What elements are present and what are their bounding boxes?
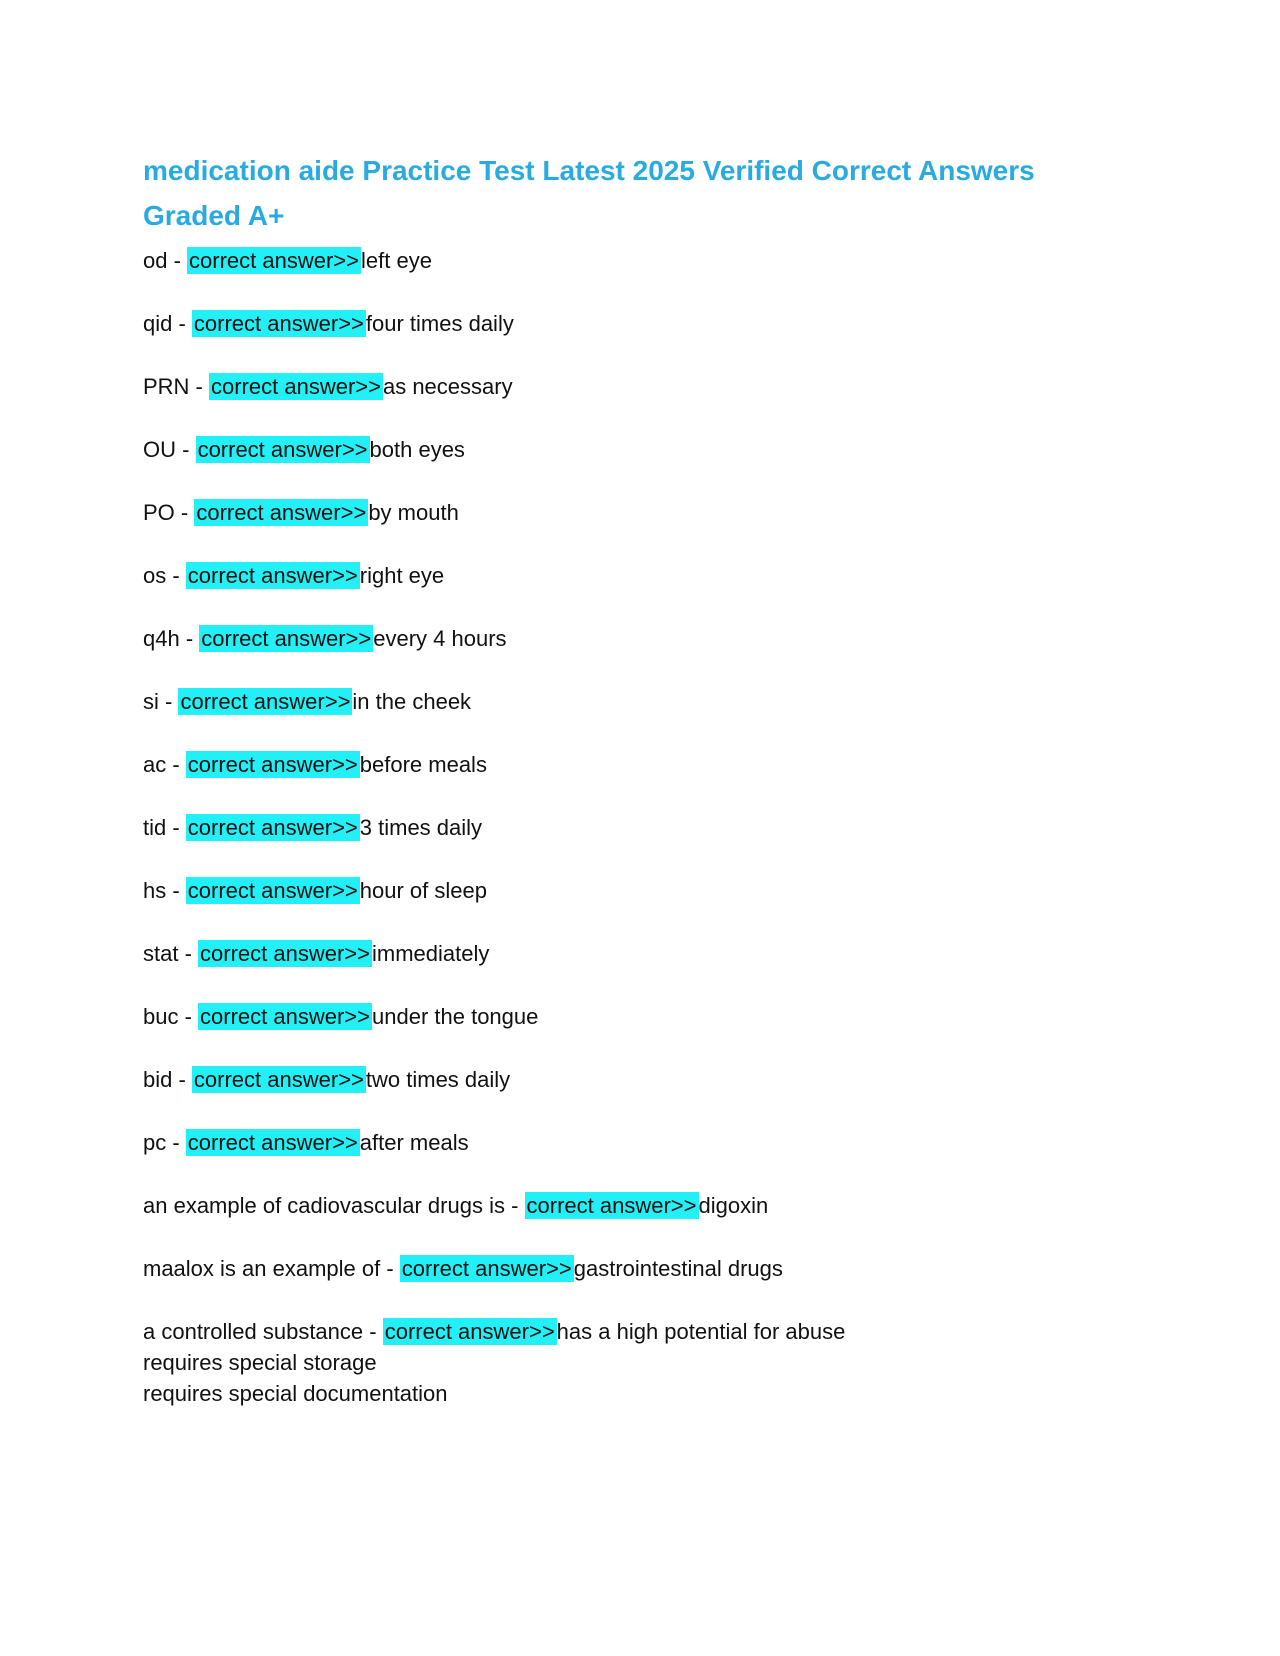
qa-term: maalox is an example of - — [143, 1256, 400, 1281]
qa-term: os - — [143, 563, 186, 588]
qa-term: stat - — [143, 941, 199, 966]
qa-answer: before meals — [359, 752, 487, 777]
correct-answer-highlight: correct answer>> — [199, 625, 374, 652]
qa-term: hs - — [143, 878, 186, 903]
qa-item: ac - correct answer>>before meals — [143, 749, 1133, 780]
page-title: medication aide Practice Test Latest 202… — [143, 155, 1035, 231]
qa-item: a controlled substance - correct answer>… — [143, 1316, 1133, 1409]
correct-answer-highlight: correct answer>> — [209, 373, 383, 400]
qa-term: qid - — [143, 311, 192, 336]
qa-item: maalox is an example of - correct answer… — [143, 1253, 1133, 1284]
correct-answer-highlight: correct answer>> — [195, 436, 370, 463]
correct-answer-highlight: correct answer>> — [191, 1066, 366, 1093]
correct-answer-highlight: correct answer>> — [185, 814, 360, 841]
qa-item: si - correct answer>>in the cheek — [143, 686, 1133, 717]
correct-answer-highlight: correct answer>> — [191, 310, 366, 337]
qa-item: PO - correct answer>>by mouth — [143, 497, 1133, 528]
qa-answer: two times daily — [365, 1067, 511, 1092]
qa-item: OU - correct answer>>both eyes — [143, 434, 1133, 465]
qa-item: bid - correct answer>>two times daily — [143, 1064, 1133, 1095]
qa-item: qid - correct answer>>four times daily — [143, 308, 1133, 339]
qa-term: PRN - — [143, 374, 209, 399]
qa-item: stat - correct answer>>immediately — [143, 938, 1133, 969]
qa-answer: right eye — [359, 563, 445, 588]
correct-answer-highlight: correct answer>> — [194, 499, 369, 526]
qa-answer: both eyes — [369, 437, 465, 462]
qa-item: q4h - correct answer>>every 4 hours — [143, 623, 1133, 654]
qa-term: bid - — [143, 1067, 192, 1092]
qa-answer: immediately — [371, 941, 490, 966]
qa-item: pc - correct answer>>after meals — [143, 1127, 1133, 1158]
qa-answer: has a high potential for abuse — [556, 1319, 846, 1344]
qa-term: od - — [143, 248, 188, 273]
qa-answer: in the cheek — [352, 689, 472, 714]
correct-answer-highlight: correct answer>> — [185, 751, 360, 778]
qa-term: q4h - — [143, 626, 200, 651]
qa-term: PO - — [143, 500, 195, 525]
qa-extra-line: requires special documentation — [143, 1381, 448, 1406]
correct-answer-highlight: correct answer>> — [187, 247, 361, 274]
correct-answer-highlight: correct answer>> — [198, 940, 372, 967]
qa-answer: four times daily — [365, 311, 514, 336]
qa-answer: gastrointestinal drugs — [573, 1256, 783, 1281]
qa-item: od - correct answer>>left eye — [143, 245, 1133, 276]
qa-answer: after meals — [359, 1130, 469, 1155]
correct-answer-highlight: correct answer>> — [524, 1192, 699, 1219]
qa-item: an example of cadiovascular drugs is - c… — [143, 1190, 1133, 1221]
qa-answer: by mouth — [368, 500, 459, 525]
qa-term: pc - — [143, 1130, 186, 1155]
correct-answer-highlight: correct answer>> — [198, 1003, 372, 1030]
correct-answer-highlight: correct answer>> — [185, 1129, 360, 1156]
qa-term: OU - — [143, 437, 196, 462]
qa-answer: hour of sleep — [359, 878, 487, 903]
qa-answer: left eye — [361, 248, 432, 273]
qa-answer: under the tongue — [372, 1004, 539, 1029]
qa-extra-line: requires special storage — [143, 1350, 377, 1375]
correct-answer-highlight: correct answer>> — [399, 1255, 574, 1282]
qa-list: od - correct answer>>left eye qid - corr… — [143, 245, 1133, 1409]
qa-answer: every 4 hours — [373, 626, 507, 651]
qa-item: buc - correct answer>>under the tongue — [143, 1001, 1133, 1032]
correct-answer-highlight: correct answer>> — [185, 877, 360, 904]
qa-item: hs - correct answer>>hour of sleep — [143, 875, 1133, 906]
qa-term: an example of cadiovascular drugs is - — [143, 1193, 525, 1218]
qa-item: os - correct answer>>right eye — [143, 560, 1133, 591]
qa-answer: as necessary — [382, 374, 513, 399]
qa-item: PRN - correct answer>>as necessary — [143, 371, 1133, 402]
qa-term: ac - — [143, 752, 186, 777]
qa-term: si - — [143, 689, 179, 714]
qa-term: buc - — [143, 1004, 199, 1029]
qa-answer: digoxin — [698, 1193, 769, 1218]
correct-answer-highlight: correct answer>> — [382, 1318, 557, 1345]
correct-answer-highlight: correct answer>> — [178, 688, 353, 715]
qa-term: a controlled substance - — [143, 1319, 383, 1344]
qa-item: tid - correct answer>>3 times daily — [143, 812, 1133, 843]
qa-term: tid - — [143, 815, 186, 840]
document-content: medication aide Practice Test Latest 202… — [143, 148, 1133, 1409]
qa-answer: 3 times daily — [359, 815, 483, 840]
correct-answer-highlight: correct answer>> — [185, 562, 360, 589]
